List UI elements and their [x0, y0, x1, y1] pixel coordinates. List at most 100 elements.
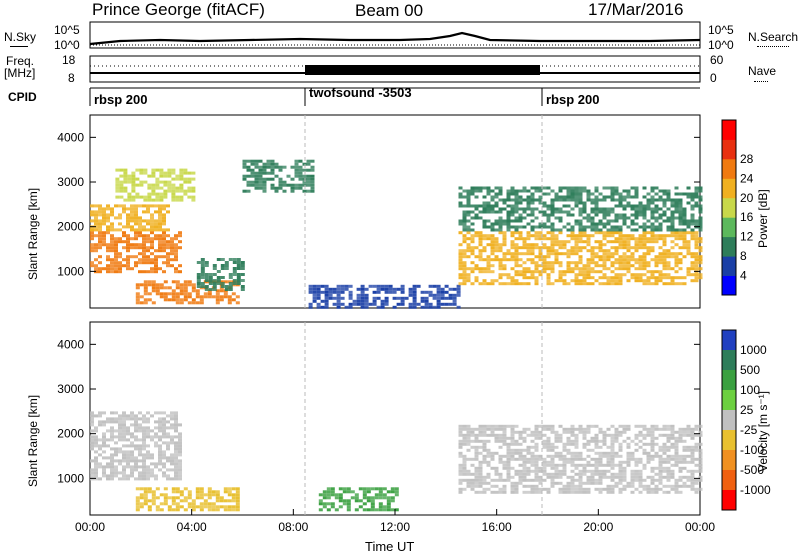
power-cell	[490, 246, 495, 250]
power-cell	[135, 298, 140, 302]
power-cell	[372, 302, 377, 306]
power-cell	[246, 165, 251, 169]
velocity-cell	[187, 490, 192, 494]
power-cell	[650, 258, 655, 262]
velocity-cell	[158, 426, 162, 430]
power-cell	[678, 216, 683, 220]
velocity-cell	[626, 454, 631, 458]
velocity-cell	[622, 430, 627, 434]
power-cell	[522, 210, 527, 214]
power-cell	[466, 246, 471, 250]
velocity-cell	[574, 442, 579, 446]
power-cell	[474, 216, 479, 220]
power-cell	[106, 207, 110, 211]
power-cell	[478, 252, 483, 256]
nave-tick-high: 60	[710, 53, 724, 67]
power-cell	[570, 234, 575, 238]
velocity-cell	[638, 433, 643, 437]
power-cell	[494, 249, 499, 253]
velocity-cell	[162, 462, 166, 466]
velocity-cell	[550, 454, 555, 458]
power-cell	[642, 243, 647, 247]
power-cell	[254, 183, 259, 187]
power-cell	[682, 240, 687, 244]
power-cell	[598, 198, 603, 202]
power-cell	[474, 279, 479, 283]
power-cell	[514, 255, 519, 259]
power-cell	[554, 255, 559, 259]
velocity-cell	[474, 457, 479, 461]
power-cell	[199, 301, 204, 305]
power-cell	[594, 198, 599, 202]
cpid-segment-1: rbsp 200	[94, 92, 147, 107]
velocity-cell	[199, 487, 204, 491]
velocity-cell	[462, 433, 467, 437]
power-cell	[368, 284, 373, 288]
power-cell	[558, 240, 563, 244]
power-cell	[630, 237, 635, 241]
velocity-cell	[227, 487, 232, 491]
power-cell	[258, 171, 263, 175]
power-cell	[530, 246, 535, 250]
power-cell	[130, 210, 134, 214]
velocity-cell	[154, 432, 158, 436]
power-cell	[622, 222, 627, 226]
power-cell	[510, 210, 515, 214]
power-cell	[158, 228, 162, 232]
power-cell	[262, 189, 267, 193]
power-cell	[290, 165, 295, 169]
velocity-cell	[183, 508, 188, 512]
power-cell	[626, 249, 631, 253]
velocity-cell	[650, 430, 655, 434]
velocity-cell	[622, 424, 627, 428]
colorbar-segment	[722, 197, 736, 218]
velocity-cell	[506, 448, 511, 452]
power-cell	[562, 270, 567, 274]
power-cell	[522, 186, 527, 190]
power-cell	[546, 252, 551, 256]
velocity-cell	[550, 427, 555, 431]
power-cell	[494, 237, 499, 241]
x-tick-label: 16:00	[482, 520, 512, 534]
velocity-cell	[142, 468, 146, 472]
power-cell	[380, 305, 385, 309]
power-cell	[312, 299, 317, 303]
power-cell	[102, 207, 106, 211]
velocity-cell	[170, 414, 174, 418]
power-cell	[147, 192, 152, 196]
power-cell	[510, 282, 515, 286]
power-cell	[538, 273, 543, 277]
velocity-cell	[594, 463, 599, 467]
power-cell	[654, 261, 659, 265]
velocity-cell	[538, 433, 543, 437]
velocity-cell	[626, 481, 631, 485]
power-cell	[127, 198, 132, 202]
power-cell	[171, 192, 176, 196]
power-cell	[562, 282, 567, 286]
power-cell	[526, 258, 531, 262]
power-cell	[143, 283, 148, 287]
power-cell	[142, 210, 146, 214]
power-cell	[364, 287, 369, 291]
power-cell	[502, 198, 507, 202]
velocity-cell	[98, 465, 102, 469]
power-cell	[642, 210, 647, 214]
velocity-cell	[566, 481, 571, 485]
power-cell	[143, 286, 148, 290]
power-cell	[138, 204, 142, 208]
power-cell	[478, 249, 483, 253]
power-cell	[510, 243, 515, 247]
power-cell	[159, 171, 164, 175]
velocity-cell	[147, 490, 152, 494]
velocity-cell	[174, 441, 178, 445]
power-cell	[602, 258, 607, 262]
power-cell	[690, 204, 695, 208]
power-cell	[542, 270, 547, 274]
colorbar-tick-label: -25	[740, 423, 758, 437]
power-cell	[522, 261, 527, 265]
velocity-cell	[506, 424, 511, 428]
velocity-cell	[638, 460, 643, 464]
power-cell	[598, 207, 603, 211]
velocity-cell	[330, 502, 335, 506]
power-cell	[114, 252, 118, 256]
